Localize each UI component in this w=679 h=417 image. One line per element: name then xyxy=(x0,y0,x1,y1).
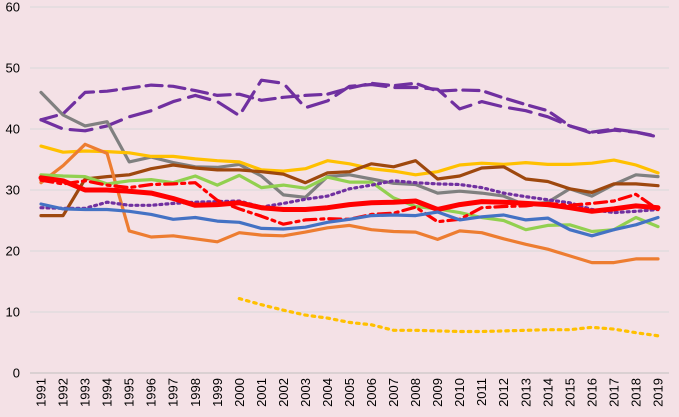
y-tick-label: 50 xyxy=(6,61,20,76)
series-line-6 xyxy=(39,142,660,265)
x-tick-label: 2001 xyxy=(254,378,269,407)
x-tick-label: 2014 xyxy=(540,378,555,407)
y-tick-label: 10 xyxy=(6,305,20,320)
x-tick-label: 2007 xyxy=(386,378,401,407)
x-axis-ticks: 1991 1992 1993 1994 1995 1996 1997 1998 1999 2000… xyxy=(34,378,666,407)
x-tick-label: 2019 xyxy=(650,378,665,407)
series-lines xyxy=(38,78,661,338)
x-tick-label: 2016 xyxy=(584,378,599,407)
x-tick-label: 2017 xyxy=(606,378,621,407)
series-line-10 xyxy=(38,175,661,214)
x-tick-label: 1991 xyxy=(34,378,49,407)
y-tick-label: 30 xyxy=(6,183,20,198)
x-tick-label: 2018 xyxy=(628,378,643,407)
series-line-5 xyxy=(39,159,660,218)
series-line-7 xyxy=(39,173,660,234)
y-tick-label: 60 xyxy=(6,0,20,15)
x-tick-label: 2010 xyxy=(452,378,467,407)
x-tick-label: 2009 xyxy=(430,378,445,407)
y-tick-label: 40 xyxy=(6,122,20,137)
series-line-3 xyxy=(39,90,660,207)
series-line-11 xyxy=(39,202,660,238)
y-axis-ticks: 0 10 20 30 40 50 60 xyxy=(6,0,20,381)
x-tick-label: 2015 xyxy=(562,378,577,407)
x-tick-label: 2003 xyxy=(298,378,313,407)
y-tick-label: 0 xyxy=(13,366,20,381)
x-tick-label: 1997 xyxy=(166,378,181,407)
x-tick-label: 2005 xyxy=(342,378,357,407)
series-line-2 xyxy=(39,78,660,138)
series-line-8 xyxy=(39,179,660,215)
y-tick-label: 20 xyxy=(6,244,20,259)
x-tick-label: 2008 xyxy=(408,378,423,407)
x-tick-label: 2011 xyxy=(474,378,489,406)
x-tick-label: 1999 xyxy=(210,378,225,407)
series-line-4 xyxy=(39,144,660,177)
x-tick-label: 1994 xyxy=(100,378,115,407)
x-tick-label: 2013 xyxy=(518,378,533,407)
x-tick-label: 1998 xyxy=(188,378,203,407)
x-tick-label: 2000 xyxy=(232,378,247,407)
x-tick-label: 1992 xyxy=(56,378,71,407)
x-tick-label: 1995 xyxy=(122,378,137,407)
x-tick-label: 2012 xyxy=(496,378,511,407)
x-tick-label: 2004 xyxy=(320,378,335,407)
x-tick-label: 2002 xyxy=(276,378,291,407)
x-tick-label: 2006 xyxy=(364,378,379,407)
x-tick-label: 1996 xyxy=(144,378,159,407)
x-tick-label: 1993 xyxy=(78,378,93,407)
series-line-12 xyxy=(237,297,660,338)
